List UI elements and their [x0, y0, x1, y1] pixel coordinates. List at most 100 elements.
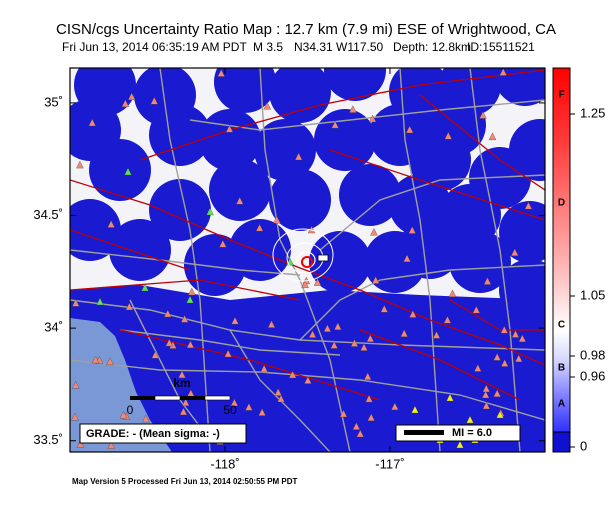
station	[408, 226, 416, 234]
station	[334, 322, 342, 330]
axes: 35˚ 34.5˚ 34˚ 33.5˚ -118˚ -117˚	[33, 68, 545, 471]
station	[511, 330, 520, 338]
station	[224, 349, 232, 358]
station	[260, 364, 268, 373]
subtitle-magnitude: M 3.5	[253, 40, 283, 54]
station	[472, 305, 481, 314]
station	[482, 384, 491, 393]
coverage-circle	[494, 68, 545, 106]
station	[181, 398, 190, 406]
station	[121, 99, 130, 107]
station	[76, 160, 84, 169]
grade-box	[79, 423, 247, 444]
station	[331, 120, 339, 129]
colorbar-zero	[552, 431, 571, 453]
station	[479, 111, 487, 119]
station	[488, 132, 497, 141]
station	[71, 298, 80, 307]
station	[125, 302, 134, 311]
station	[164, 309, 172, 318]
station	[493, 389, 501, 397]
scale-bar	[130, 395, 231, 401]
station	[107, 441, 115, 449]
grade-letter: C	[558, 320, 565, 331]
station	[71, 412, 79, 421]
map-frame	[69, 67, 546, 453]
station	[496, 410, 504, 419]
faults	[70, 69, 545, 401]
colorbar-tick-label: 0.98	[580, 347, 605, 362]
station	[456, 440, 464, 449]
station	[255, 223, 264, 232]
colorbar	[552, 67, 571, 433]
grade-letter: A	[558, 399, 565, 410]
grade-letter: D	[558, 198, 565, 209]
station	[142, 414, 150, 423]
lat-tick-label: 35˚	[44, 94, 63, 109]
station	[360, 343, 368, 351]
coverage-circle	[70, 199, 121, 261]
lon-tick-label: -117˚	[375, 456, 404, 471]
scale-label: 0	[127, 403, 134, 417]
colorbar-tick-label: 1.25	[580, 105, 605, 120]
coverage-circle	[269, 169, 331, 231]
station	[151, 350, 160, 359]
lat-tick-label: 33.5˚	[33, 432, 63, 447]
station	[277, 394, 285, 403]
station	[443, 315, 452, 324]
station	[107, 220, 115, 228]
station	[71, 381, 80, 389]
colorbar-labels: 1.25 1.05 0.98 0.96 0 F D C B A	[558, 90, 605, 454]
station	[106, 357, 114, 365]
station	[258, 408, 266, 416]
station	[225, 124, 234, 133]
station	[481, 390, 490, 399]
colorbar-tick-label: 0	[580, 438, 587, 453]
station	[273, 215, 281, 224]
station	[150, 96, 159, 105]
station	[448, 289, 457, 297]
station	[483, 277, 492, 285]
station	[363, 372, 372, 380]
station	[352, 422, 361, 430]
station	[330, 341, 338, 349]
station	[400, 329, 408, 337]
station	[180, 315, 189, 323]
station	[511, 248, 519, 256]
coverage-circle	[324, 68, 386, 101]
coverage-circle	[449, 231, 511, 293]
station	[446, 393, 454, 402]
station	[230, 398, 239, 407]
coverage-circle	[254, 119, 316, 181]
station	[179, 407, 188, 416]
station	[365, 394, 373, 403]
subtitle-depth: Depth: 12.8km	[393, 40, 471, 54]
scale-unit: km	[173, 376, 190, 390]
lat-tick-label: 34.5˚	[33, 207, 63, 222]
station	[371, 276, 380, 284]
station	[178, 370, 186, 379]
coverage-circle	[269, 68, 331, 123]
station	[186, 340, 195, 349]
station	[323, 324, 332, 332]
station	[339, 409, 348, 418]
mi-text: MI = 6.0	[452, 427, 492, 439]
station	[367, 413, 375, 421]
station	[206, 207, 214, 216]
station	[350, 339, 359, 347]
coverage-circle	[149, 104, 211, 166]
low-ratio-area	[70, 285, 545, 452]
station	[263, 101, 272, 110]
station	[119, 410, 128, 419]
station	[500, 325, 509, 334]
station	[219, 239, 227, 248]
station	[217, 69, 225, 77]
station	[313, 278, 322, 286]
title: CISN/cgs Uncertainty Ratio Map : 12.7 km…	[56, 21, 556, 38]
station	[301, 280, 309, 288]
station	[380, 304, 389, 313]
station	[370, 228, 378, 236]
station	[515, 354, 523, 362]
station	[409, 310, 417, 318]
